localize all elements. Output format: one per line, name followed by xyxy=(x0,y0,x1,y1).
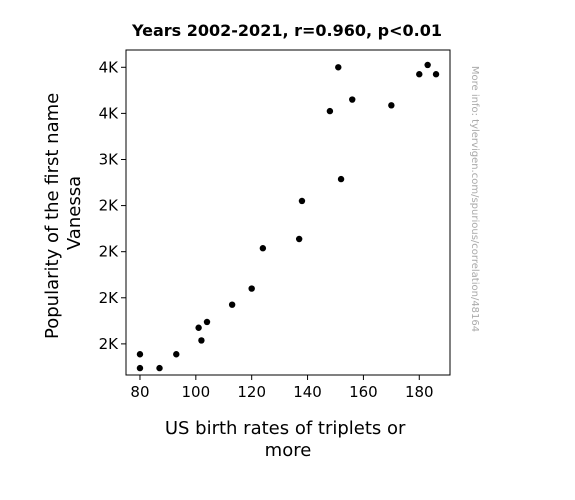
data-point xyxy=(228,301,236,308)
data-point xyxy=(432,71,440,78)
data-point xyxy=(295,235,303,243)
x-tick-label: 160 xyxy=(349,383,378,401)
data-point xyxy=(349,96,356,103)
data-point xyxy=(337,175,345,183)
data-point xyxy=(335,64,342,71)
x-tick-label: 180 xyxy=(405,383,434,401)
y-tick-label: 2K xyxy=(99,197,120,215)
y-axis-label: Popularity of the first name Vanessa xyxy=(42,87,85,339)
x-tick-label: 80 xyxy=(130,383,149,401)
plot-area xyxy=(125,49,451,376)
x-axis-label: US birth rates of triplets or more xyxy=(165,418,411,461)
y-tick-label: 4K xyxy=(99,58,120,76)
data-point xyxy=(156,364,163,372)
data-point xyxy=(173,351,180,358)
y-tick-label: 2K xyxy=(99,335,120,353)
data-point xyxy=(198,337,205,344)
y-tick-label: 2K xyxy=(99,243,120,261)
y-tick-label: 4K xyxy=(99,104,120,122)
x-tick-label: 100 xyxy=(182,383,211,401)
y-axis-label-line: Vanessa xyxy=(64,176,85,250)
data-point xyxy=(388,102,395,109)
data-point xyxy=(416,71,423,78)
data-point xyxy=(259,245,267,252)
data-point xyxy=(326,107,334,115)
y-axis-label-line: Popularity of the first name xyxy=(42,93,63,339)
data-point xyxy=(298,197,306,205)
data-point xyxy=(248,285,255,292)
data-point xyxy=(424,61,431,69)
x-axis: 80 100 120 140 160 180 xyxy=(130,375,434,401)
x-axis-label-line: more xyxy=(265,440,312,461)
chart-title: Years 2002-2021, r=0.960, p<0.01 xyxy=(131,21,442,40)
data-points xyxy=(136,61,440,372)
y-axis: 2K 2K 2K 2K 3K 4K 4K xyxy=(99,58,126,353)
x-axis-label-line: US birth rates of triplets or xyxy=(165,418,406,439)
data-point xyxy=(136,364,144,372)
data-point xyxy=(136,351,144,358)
data-point xyxy=(203,318,211,326)
source-note: More info: tylervigen.com/spurious/corre… xyxy=(469,66,480,332)
x-tick-label: 140 xyxy=(293,383,322,401)
x-tick-label: 120 xyxy=(237,383,266,401)
data-point xyxy=(195,324,202,331)
y-tick-label: 3K xyxy=(99,150,120,168)
y-tick-label: 2K xyxy=(99,289,120,307)
